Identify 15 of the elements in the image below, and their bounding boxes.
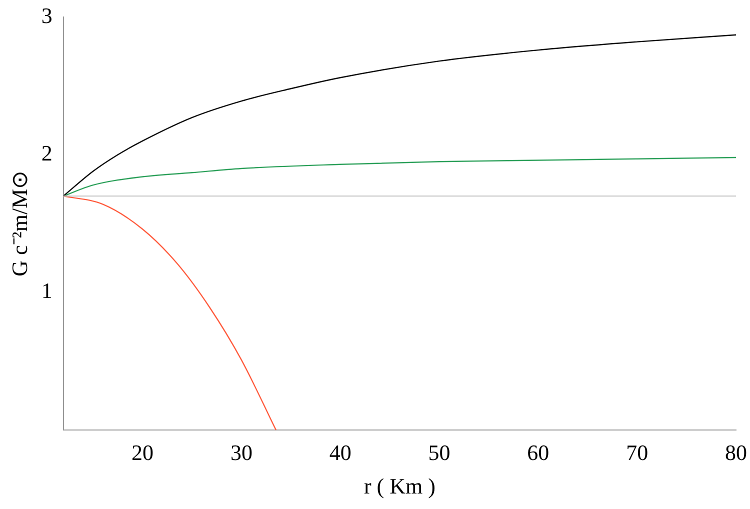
y-axis-title: G c⁻²m/M⊙ [6,170,32,276]
line-series [63,34,736,197]
x-tick-label: 60 [527,440,550,466]
x-tick-label: 50 [428,440,450,466]
x-axis-title: r ( Km ) [364,474,436,499]
x-tick-label: 30 [230,440,252,466]
y-tick-label: 3 [41,2,52,28]
y-tick-label: 2 [41,140,52,166]
line-series [63,156,736,197]
x-tick-label: 80 [725,440,747,466]
x-tick-label: 40 [329,440,352,466]
x-tick-label: 70 [626,440,648,466]
y-tick-label: 1 [41,278,52,304]
line-series [63,195,277,430]
x-tick-label: 20 [132,440,154,466]
